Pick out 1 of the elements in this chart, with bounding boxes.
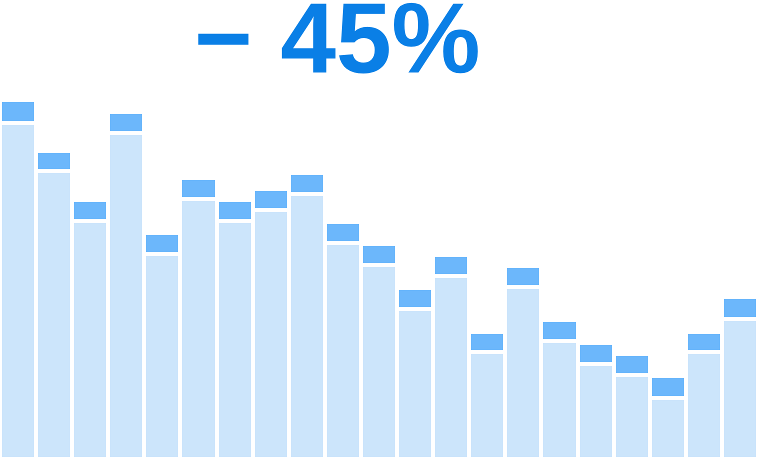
chart-title: − 45% <box>194 0 480 94</box>
